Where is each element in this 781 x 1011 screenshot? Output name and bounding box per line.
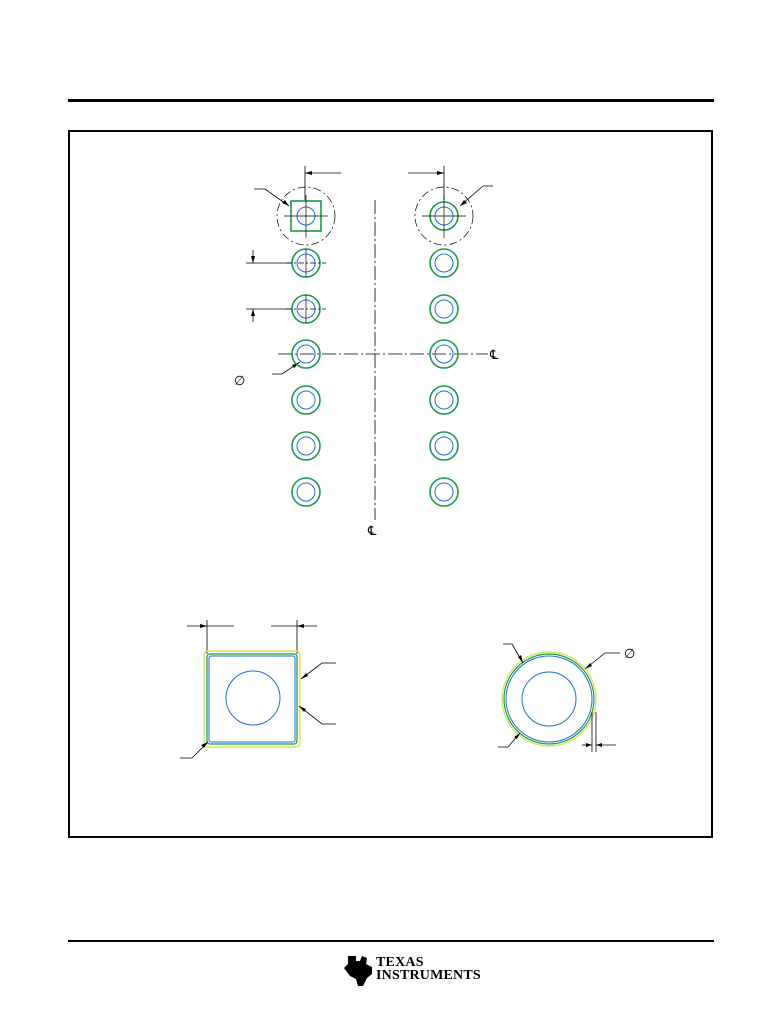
pad-right-3 xyxy=(429,294,459,324)
ti-logo-text: Texas Instruments xyxy=(376,955,481,983)
footer-rule xyxy=(68,940,714,942)
pad-right-1 xyxy=(422,195,466,238)
pad-right-4 xyxy=(429,339,459,369)
pad-left-4 xyxy=(291,339,321,369)
drawing-frame xyxy=(68,130,713,838)
pad-right-7 xyxy=(429,477,459,507)
pad-left-2 xyxy=(286,248,326,278)
ti-logo-line2: Instruments xyxy=(376,968,481,983)
pad-right-6 xyxy=(429,431,459,461)
header-rule xyxy=(68,99,714,102)
pad-right-2 xyxy=(429,248,459,278)
pad-left-6 xyxy=(291,431,321,461)
left-pad-column xyxy=(276,186,336,507)
ti-bug-icon xyxy=(344,956,372,986)
right-pad-column xyxy=(414,186,474,507)
pad-left-5 xyxy=(291,385,321,415)
diameter-label-left: ∅ xyxy=(234,374,245,389)
leader-pin1 xyxy=(254,188,290,207)
ti-logo-line1: Texas xyxy=(376,955,424,970)
diameter-label-detail: ∅ xyxy=(624,647,635,662)
square-pad-detail xyxy=(180,620,336,759)
centerline-label-bottom: ℄ xyxy=(367,524,377,539)
pad-right-5 xyxy=(429,385,459,415)
pad-left-3 xyxy=(286,294,326,324)
pad-left-7 xyxy=(291,477,321,507)
centerline-label-right: ℄ xyxy=(489,348,499,363)
round-pad-detail: ∅ xyxy=(498,643,635,752)
